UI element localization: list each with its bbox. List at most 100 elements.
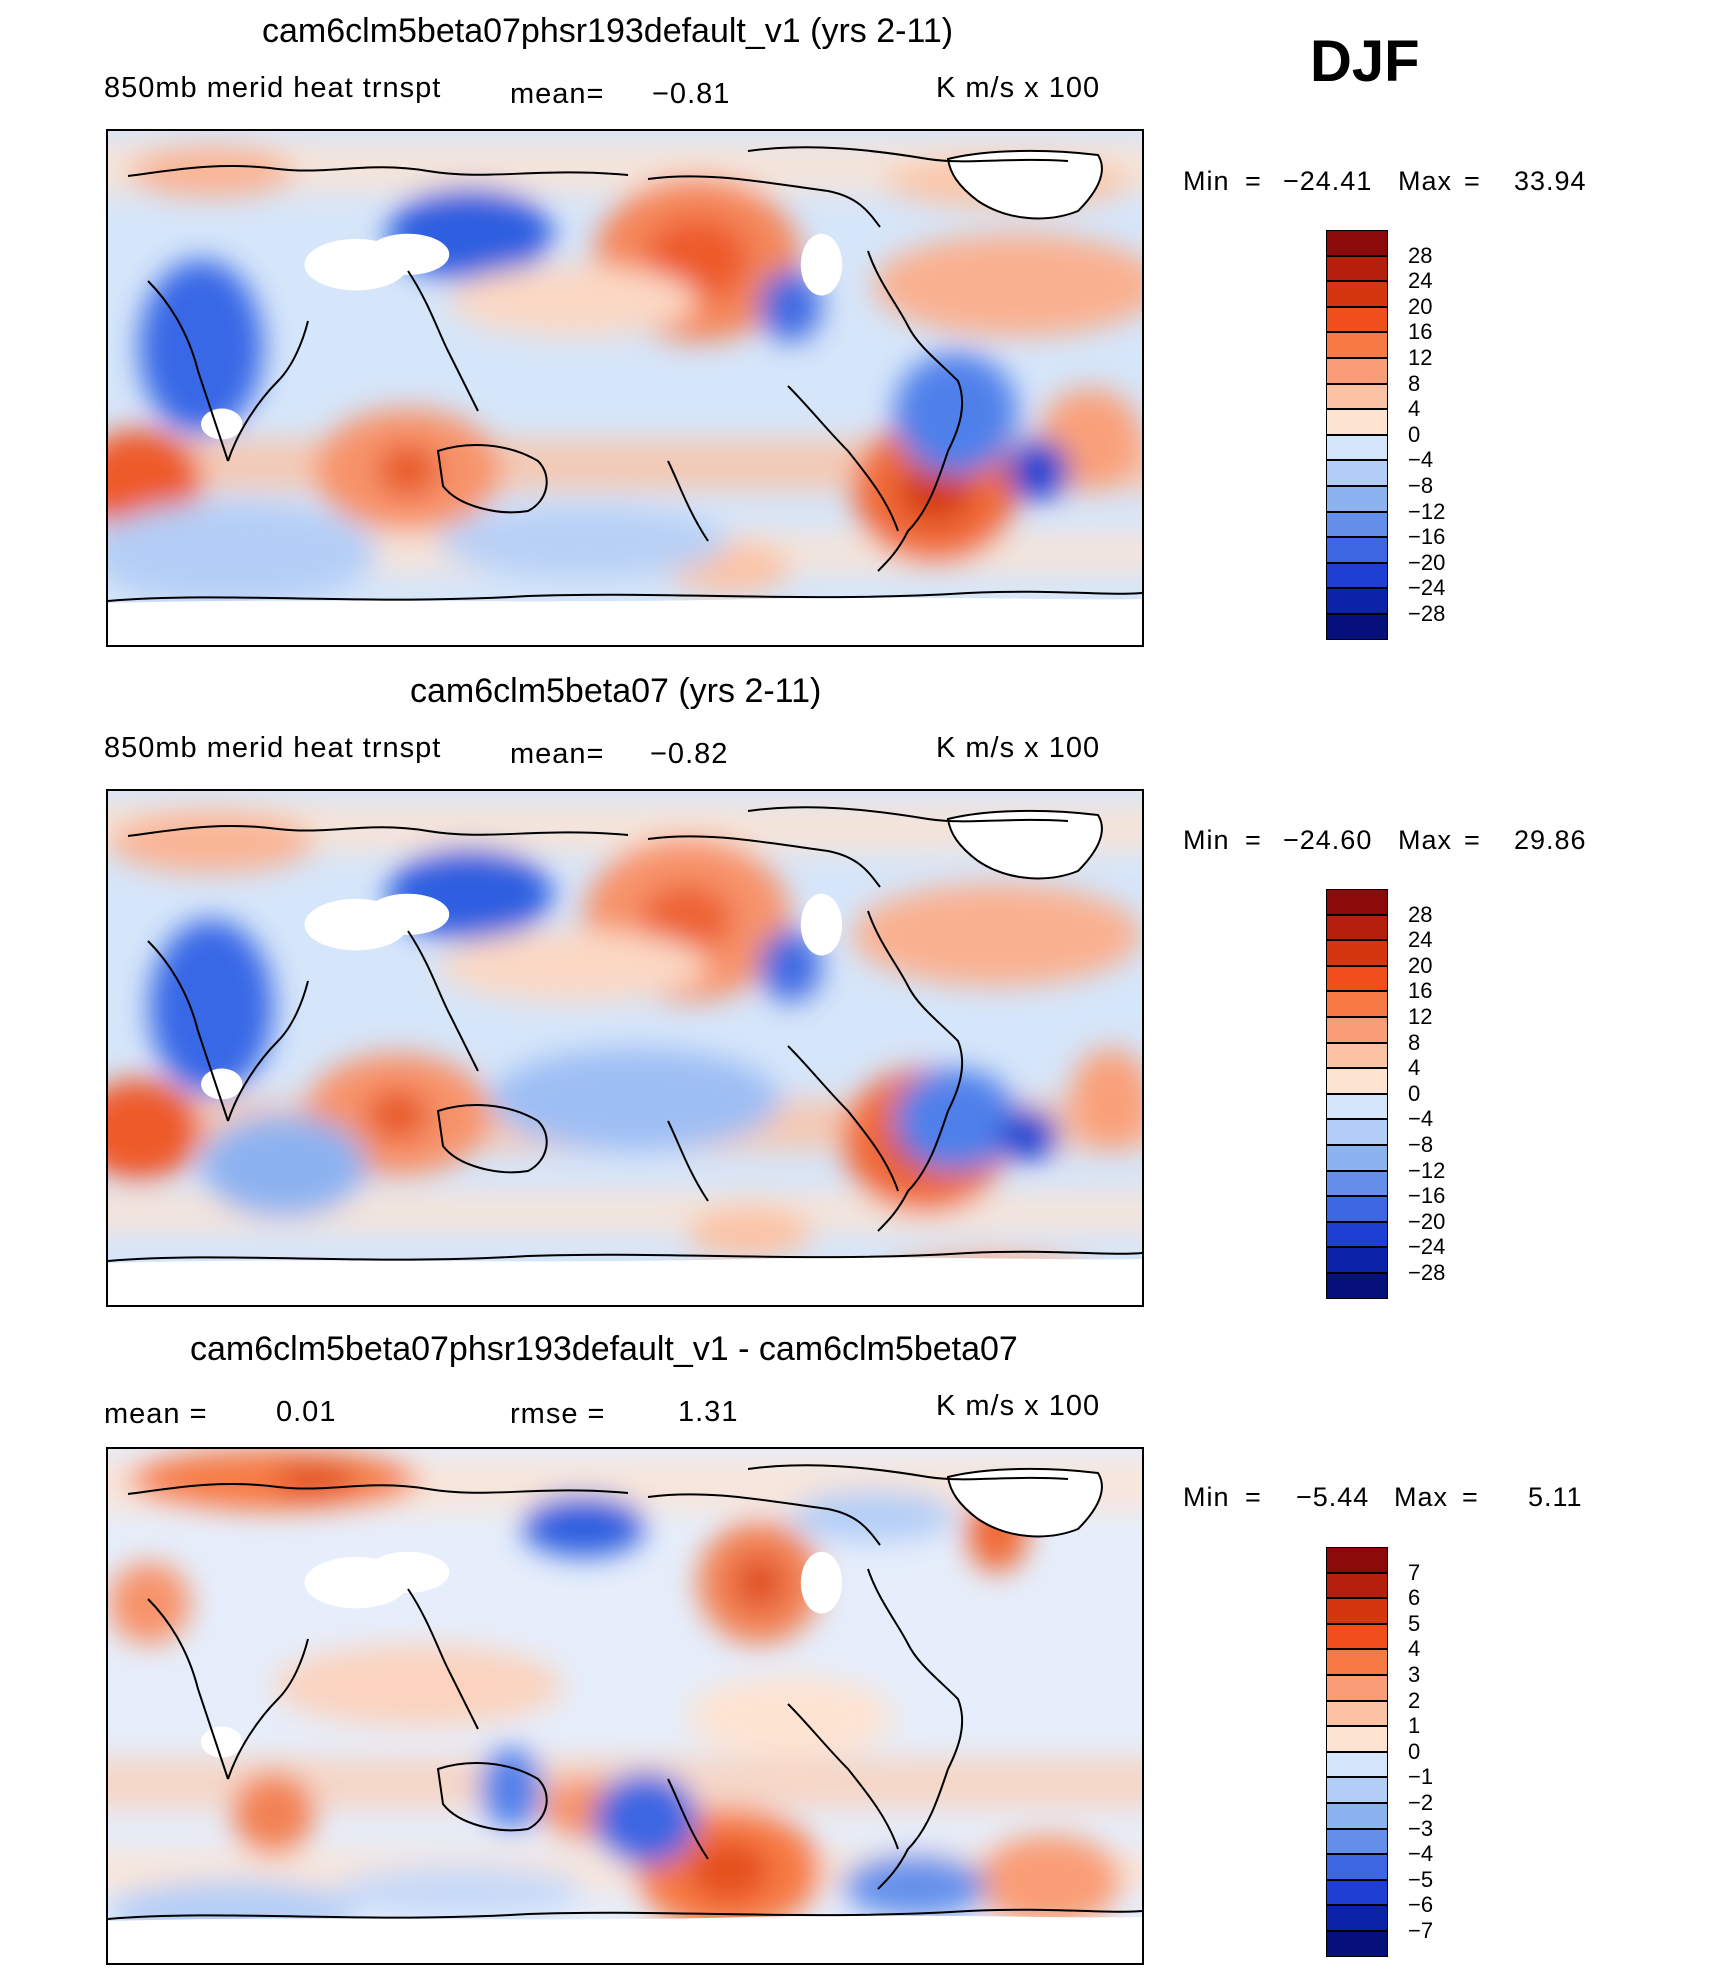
coastline bbox=[127, 165, 629, 177]
colorbar-swatch bbox=[1326, 1170, 1388, 1197]
colorbar-tick-label: 28 bbox=[1408, 242, 1433, 268]
panel-3-mean-value: 0.01 bbox=[276, 1396, 337, 1428]
colorbar-swatch bbox=[1326, 1777, 1388, 1803]
field-anomaly bbox=[490, 1048, 781, 1151]
colorbar-tick-label: −24 bbox=[1408, 1234, 1446, 1260]
colorbar-swatch bbox=[1326, 1221, 1388, 1248]
colorbar-tick-label: 3 bbox=[1408, 1662, 1421, 1687]
colorbar-swatch bbox=[1326, 1649, 1388, 1675]
panel-1-field: 850mb merid heat trnspt bbox=[104, 72, 442, 104]
field-anomaly bbox=[687, 1675, 894, 1758]
coastline bbox=[747, 806, 1069, 823]
coastline bbox=[867, 250, 964, 452]
colorbar-swatch bbox=[1326, 486, 1388, 512]
panel-2-max-eq: = bbox=[1464, 825, 1481, 855]
colorbar-tick-label: −3 bbox=[1408, 1815, 1434, 1841]
colorbar-tick-label: 7 bbox=[1408, 1559, 1421, 1585]
colorbar-tick-label: 24 bbox=[1408, 268, 1433, 294]
colorbar-tick-label: 2 bbox=[1408, 1687, 1421, 1713]
coastline bbox=[127, 1483, 629, 1495]
panel-2-min-value: −24.60 bbox=[1283, 825, 1373, 855]
panel-3-map bbox=[106, 1447, 1144, 1965]
colorbar-tick-label: −28 bbox=[1408, 601, 1446, 626]
panel-1-title: cam6clm5beta07phsr193default_v1 (yrs 2-1… bbox=[262, 12, 954, 50]
colorbar-swatch bbox=[1326, 332, 1388, 358]
coastline bbox=[436, 1762, 548, 1832]
colorbar-tick-label: −4 bbox=[1408, 1106, 1434, 1132]
coastline bbox=[407, 1588, 479, 1730]
colorbar-swatch bbox=[1326, 358, 1388, 384]
field-anomaly bbox=[893, 352, 1018, 476]
field-anomaly bbox=[521, 1495, 646, 1557]
colorbar-swatch bbox=[1326, 1145, 1388, 1171]
coastline bbox=[647, 175, 881, 228]
coastline bbox=[747, 146, 1069, 163]
greenland-outline bbox=[946, 1467, 1103, 1538]
coastline bbox=[436, 444, 548, 514]
colorbar-swatch bbox=[1326, 1675, 1388, 1701]
colorbar-swatch bbox=[1326, 1247, 1388, 1273]
colorbar-tick-label: 20 bbox=[1408, 293, 1433, 319]
colorbar-swatch bbox=[1326, 383, 1388, 410]
coastline bbox=[667, 1778, 709, 1860]
panel-2-field: 850mb merid heat trnspt bbox=[104, 732, 442, 764]
colorbar-swatch bbox=[1326, 460, 1388, 486]
colorbar-tick-label: −7 bbox=[1408, 1918, 1434, 1943]
colorbar-swatch bbox=[1326, 1879, 1388, 1906]
field-anomaly bbox=[687, 1207, 812, 1259]
panel-1-min-label: Min bbox=[1183, 166, 1230, 196]
colorbar-swatch bbox=[1326, 991, 1388, 1017]
colorbar-tick-label: −8 bbox=[1408, 1132, 1434, 1157]
colorbar-tick-label: 12 bbox=[1408, 345, 1433, 370]
colorbar-tick-label: 0 bbox=[1408, 1080, 1421, 1106]
colorbar-swatch bbox=[1326, 1700, 1388, 1727]
colorbar-swatch bbox=[1326, 281, 1388, 307]
colorbar-tick-label: 24 bbox=[1408, 927, 1433, 953]
field-anomaly bbox=[480, 1747, 543, 1830]
coastline bbox=[108, 1908, 1142, 1920]
panel-2-mean-value: −0.82 bbox=[650, 738, 729, 770]
panel-3-colorbar: 7 6 5 4 3 2 1 0 −1 −2 −3 −4 −5 −6 −7 bbox=[1326, 1547, 1433, 1958]
antarctica-mask bbox=[108, 1257, 1142, 1305]
field-anomaly bbox=[438, 929, 708, 1002]
field-map-svg bbox=[108, 791, 1142, 1305]
colorbar-tick-label: 16 bbox=[1408, 978, 1433, 1004]
coastline bbox=[877, 1110, 949, 1232]
colorbar-tick-label: −2 bbox=[1408, 1790, 1434, 1815]
coastline bbox=[867, 910, 964, 1112]
colorbar-tick-label: −28 bbox=[1408, 1260, 1446, 1285]
colorbar-tick-label: 8 bbox=[1408, 1029, 1421, 1055]
panel-3-units: K m/s x 100 bbox=[936, 1390, 1101, 1422]
coastline bbox=[227, 320, 309, 462]
colorbar-swatch bbox=[1326, 562, 1388, 589]
panel-1-min-value: −24.41 bbox=[1283, 166, 1373, 196]
field-anomaly bbox=[593, 1772, 698, 1866]
colorbar-swatch bbox=[1326, 889, 1388, 915]
colorbar-tick-label: −16 bbox=[1408, 1183, 1446, 1209]
coastline bbox=[787, 1703, 899, 1850]
colorbar-tick-label: 20 bbox=[1408, 952, 1433, 978]
colorbar-tick-label: 4 bbox=[1408, 1055, 1421, 1081]
panel-3-rmse-value: 1.31 bbox=[678, 1396, 739, 1428]
coastline bbox=[667, 1120, 709, 1202]
colorbar-tick-label: 0 bbox=[1408, 421, 1421, 447]
field-anomaly bbox=[201, 1114, 367, 1218]
panel-1-mean-label: mean= bbox=[510, 78, 605, 110]
colorbar-tick-label: −16 bbox=[1408, 524, 1446, 550]
coastline bbox=[436, 1104, 548, 1174]
coastline bbox=[747, 1464, 1069, 1481]
colorbar-tick-label: 6 bbox=[1408, 1585, 1421, 1611]
field-anomaly bbox=[139, 259, 264, 435]
colorbar-tick-label: 1 bbox=[1408, 1713, 1421, 1739]
colorbar-swatch bbox=[1326, 1751, 1388, 1778]
panel-2-max-label: Max bbox=[1398, 825, 1453, 855]
panel-2-max-value: 29.86 bbox=[1514, 825, 1587, 855]
antarctica-mask bbox=[108, 1915, 1142, 1963]
colorbar-tick-label: −5 bbox=[1408, 1866, 1434, 1892]
coastline bbox=[787, 1045, 899, 1192]
colorbar-swatch bbox=[1326, 965, 1388, 992]
colorbar-tick-label: 4 bbox=[1408, 1636, 1421, 1662]
colorbar-swatch bbox=[1326, 1196, 1388, 1222]
colorbar-swatch bbox=[1326, 1017, 1388, 1043]
coastline bbox=[227, 980, 309, 1122]
